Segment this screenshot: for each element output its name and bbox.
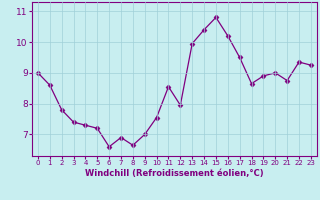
X-axis label: Windchill (Refroidissement éolien,°C): Windchill (Refroidissement éolien,°C): [85, 169, 264, 178]
